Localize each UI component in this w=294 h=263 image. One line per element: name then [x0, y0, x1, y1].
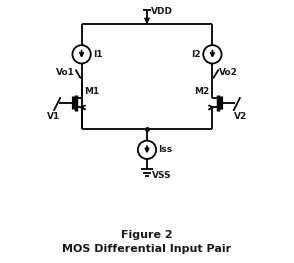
Text: VSS: VSS: [152, 171, 171, 180]
Text: Vo2: Vo2: [219, 68, 238, 77]
Text: M1: M1: [84, 87, 99, 96]
Text: V1: V1: [46, 112, 60, 121]
Text: I1: I1: [93, 50, 103, 59]
Text: I2: I2: [191, 50, 201, 59]
Text: MOS Differential Input Pair: MOS Differential Input Pair: [62, 244, 232, 254]
Text: Iss: Iss: [158, 145, 172, 154]
Text: Vo1: Vo1: [56, 68, 75, 77]
Text: M2: M2: [195, 87, 210, 96]
Text: V2: V2: [234, 112, 248, 121]
Text: VDD: VDD: [151, 7, 173, 16]
Text: Figure 2: Figure 2: [121, 230, 173, 240]
